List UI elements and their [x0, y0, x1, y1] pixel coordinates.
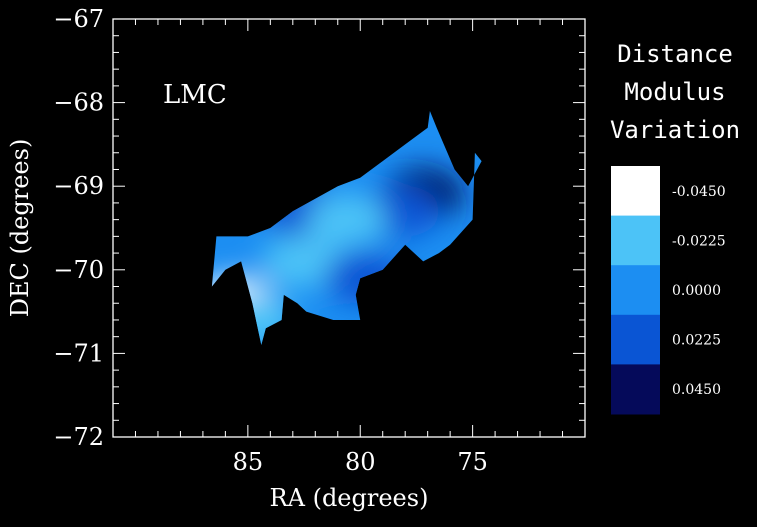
y-axis-label: DEC (degrees) [6, 139, 34, 318]
y-tick-label: −67 [53, 5, 104, 33]
colorbar-title-line-3: Variation [609, 116, 741, 144]
y-tick-labels: −67 −68 −69 −70 −71 −72 [53, 5, 104, 451]
colorbar-swatch [611, 215, 660, 266]
value-blob-5 [214, 293, 295, 345]
colorbar-swatch [611, 364, 660, 415]
colorbar-tick-label: 0.0225 [672, 333, 721, 349]
colorbar-tick-label: 0.0450 [672, 382, 721, 398]
x-tick-label: 80 [345, 448, 376, 476]
y-tick-label: −69 [53, 172, 104, 200]
value-blob-6 [261, 235, 342, 288]
x-axis-label: RA (degrees) [270, 484, 429, 512]
x-tick-labels: 85 80 75 [233, 448, 488, 476]
lmc-label: LMC [163, 80, 227, 110]
colorbar-title-line-2: Modulus [624, 78, 726, 106]
value-blob-7 [324, 252, 405, 305]
y-tick-label: −72 [53, 423, 104, 451]
plot-frame [112, 18, 586, 438]
axis-ticks [112, 19, 586, 438]
lmc-region [211, 111, 482, 345]
colorbar-swatch [611, 314, 660, 365]
x-tick-label: 75 [457, 448, 488, 476]
x-tick-label: 85 [233, 448, 264, 476]
colorbar: -0.0450 -0.0225 0.0000 0.0225 0.0450 [611, 166, 726, 415]
colorbar-swatch [611, 265, 660, 316]
colorbar-title-line-1: Distance [617, 40, 733, 68]
y-tick-label: −68 [53, 89, 104, 117]
colorbar-tick-label: -0.0225 [672, 233, 726, 249]
y-tick-label: −71 [53, 339, 104, 367]
colorbar-tick-label: 0.0000 [672, 283, 721, 299]
y-tick-label: −70 [53, 256, 104, 284]
colorbar-swatch [611, 166, 660, 217]
value-blob-3 [306, 193, 387, 246]
colorbar-tick-label: -0.0450 [672, 184, 726, 200]
